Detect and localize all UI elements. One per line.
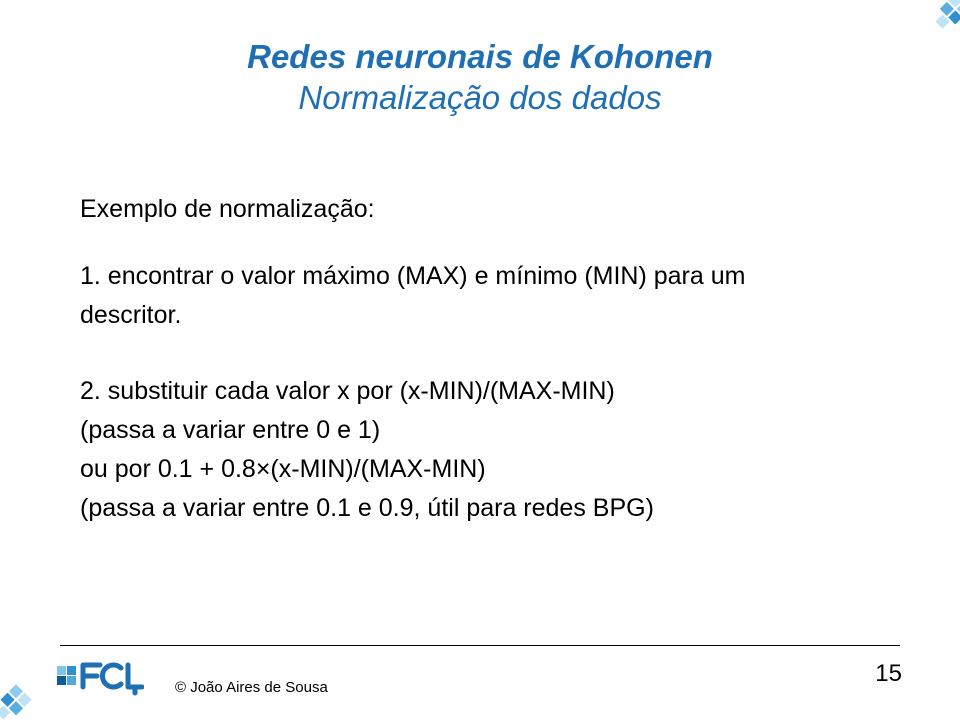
body-step1-line1: 1. encontrar o valor máximo (MAX) e míni… (80, 257, 880, 296)
body-step1-line2: descritor. (80, 296, 880, 335)
slide: Redes neuronais de Kohonen Normalização … (0, 0, 960, 720)
fct-logo (54, 656, 144, 698)
body-step2-line1: 2. substituir cada valor x por (x-MIN)/(… (80, 372, 880, 411)
title-line-2: Normalização dos dados (0, 77, 960, 118)
slide-body: Exemplo de normalização: 1. encontrar o … (80, 190, 880, 527)
body-step2-line2: (passa a variar entre 0 e 1) (80, 411, 880, 450)
slide-number: 15 (875, 660, 902, 688)
body-intro: Exemplo de normalização: (80, 190, 880, 229)
corner-decor-bottom-left (0, 682, 38, 720)
body-step2-line4: (passa a variar entre 0.1 e 0.9, útil pa… (80, 489, 880, 528)
slide-title: Redes neuronais de Kohonen Normalização … (0, 36, 960, 119)
footer-rule (60, 645, 900, 646)
corner-decor-top-right (922, 0, 960, 38)
title-line-1: Redes neuronais de Kohonen (0, 36, 960, 77)
footer-copyright: © João Aires de Sousa (175, 679, 328, 696)
body-step2-line3: ou por 0.1 + 0.8×(x-MIN)/(MAX-MIN) (80, 450, 880, 489)
